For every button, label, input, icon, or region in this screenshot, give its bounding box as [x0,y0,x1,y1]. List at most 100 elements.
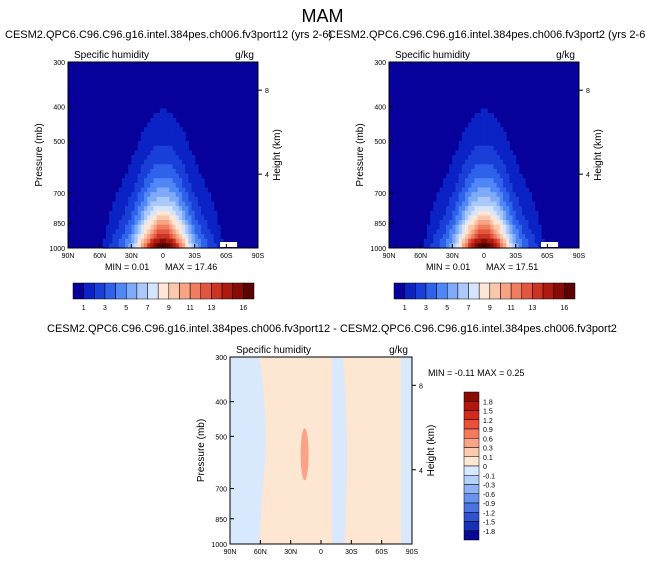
field-cell [112,210,117,217]
field-cell [153,234,158,240]
field-cell [474,164,479,170]
field-cell [147,187,151,193]
field-cell [178,141,183,147]
field-cell [465,187,469,193]
field-cell [525,187,529,193]
colorbar-box [500,282,512,300]
field-cell [131,215,136,221]
field-cell [185,210,189,217]
field-cell [185,168,189,175]
field-cell [156,201,161,207]
field-cell [106,238,110,244]
field-cell [461,224,466,230]
field-cell [169,159,174,165]
field-cell [455,215,460,221]
field-cell [188,168,193,175]
x-tick-label: 0 [319,549,323,556]
field-cell [509,168,514,175]
field-cell [499,150,504,156]
field-cell [106,234,110,240]
field-cell [528,210,533,217]
field-cell [490,234,495,240]
field-cell [496,136,501,142]
field-cell [175,182,180,189]
field-cell [166,182,170,189]
field-cell [216,229,221,235]
field-cell [499,127,504,133]
field-cell [531,220,536,226]
field-cell [106,224,110,230]
field-cell [484,136,488,142]
field-cell [430,234,434,240]
field-cell [147,150,151,156]
field-cell [496,141,501,147]
field-cell [509,224,514,230]
field-cell [112,229,117,235]
colorbar-box [115,282,127,300]
field-cell [191,206,196,212]
field-cell [144,196,148,203]
field-cell [172,206,177,212]
field-cell [480,113,485,119]
field-cell [210,229,215,235]
field-cell [465,141,469,147]
field-cell [150,201,155,207]
field-cell [197,220,202,226]
field-cell [477,215,482,221]
y-tick-label: 700 [53,191,65,198]
field-cell [188,196,193,203]
field-cell [512,215,517,221]
field-cell [150,243,155,249]
field-cell [185,229,189,235]
field-cell [452,206,457,212]
field-cell [178,220,183,226]
colorbar-box [404,282,416,300]
colorbar-box [425,282,437,300]
field-cell [442,238,447,244]
field-cell [185,155,189,161]
field-cell [125,173,129,179]
field-cell [493,173,498,179]
field-cell [496,159,501,165]
field-cell [191,210,196,217]
field-cell [461,173,466,179]
field-cell [182,215,186,221]
field-cell [480,234,485,240]
field-cell [207,201,212,207]
field-cell [509,210,514,217]
field-cell [506,234,510,240]
colorbar-box [200,282,212,300]
field-cell [156,159,161,165]
field-cell [484,220,488,226]
field-cell [163,127,167,133]
field-cell [118,229,123,235]
field-cell [506,220,510,226]
colorbar-box [72,282,84,300]
field-cell [115,206,120,212]
field-cell [169,127,174,133]
field-cell [480,164,485,170]
field-cell [458,220,463,226]
field-cell [150,238,155,244]
field-cell [458,229,463,235]
field-cell [509,192,514,198]
field-cell [182,155,186,161]
field-cell [197,229,202,235]
field-cell [150,168,155,175]
field-cell [182,145,186,151]
field-cell [213,234,218,240]
colorbar-label: 1.8 [483,399,493,406]
colorbar-label: 16 [239,305,247,312]
field-cell [458,201,463,207]
field-cell [458,210,463,217]
y-tick-label: 300 [53,60,65,67]
field-cell [156,150,161,156]
field-cell [172,131,177,137]
colorbar-box [189,282,202,300]
field-cell [458,141,463,147]
field-cell [194,196,199,203]
field-cell [182,238,186,244]
field-cell [484,168,488,175]
field-cell [156,196,161,203]
field-cell [471,238,476,244]
